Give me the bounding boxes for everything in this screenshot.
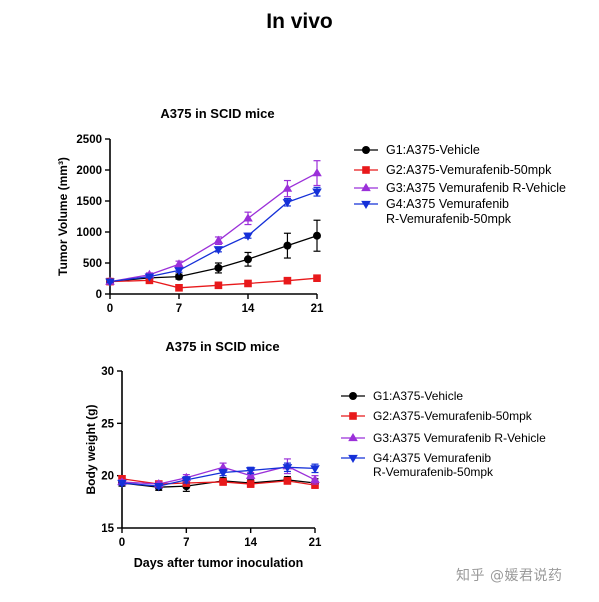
y-tick-label: 2000 <box>76 165 102 177</box>
data-point <box>282 199 293 208</box>
x-tick-label: 21 <box>309 537 322 549</box>
x-tick-label: 21 <box>311 303 324 315</box>
y-tick-label: 1500 <box>76 196 102 208</box>
data-point <box>174 259 184 268</box>
legend: G1:A375-Vehicle G2:A375-Vemurafenib-50mpk… <box>354 143 566 226</box>
data-point <box>175 284 183 292</box>
watermark: 知乎 @媛君说药 <box>456 568 563 584</box>
legend-label: G3:A375 Vemurafenib R-Vehicle <box>386 181 566 195</box>
legend-marker <box>348 454 358 463</box>
chart-2: A375 in SCID mice 15 20 25 30 0 7 14 21 Body weig… <box>84 339 546 570</box>
data-point <box>310 465 320 474</box>
y-tick-label: 20 <box>101 471 114 483</box>
data-point <box>105 278 115 287</box>
data-point <box>282 464 293 473</box>
chart-title: A375 in SCID mice <box>160 106 274 121</box>
data-point <box>311 481 319 489</box>
data-point <box>243 213 253 222</box>
data-point <box>244 255 252 264</box>
data-point <box>213 246 224 255</box>
series-1 <box>106 219 321 286</box>
data-point <box>313 274 321 282</box>
data-point <box>283 477 292 485</box>
legend-label: G4:A375 Vemurafenib R-Vemurafenib-50mpk <box>373 451 494 479</box>
chart-title: A375 in SCID mice <box>165 339 279 354</box>
y-tick-label: 1000 <box>76 227 102 239</box>
y-tick-label: 30 <box>101 366 114 378</box>
data-point <box>181 476 192 485</box>
chart-1: A375 in SCID mice 0 500 1000 1500 2000 2500 0 7 1… <box>56 106 566 315</box>
legend-marker <box>361 183 371 192</box>
data-point <box>175 272 183 281</box>
x-tick-label: 14 <box>242 303 255 315</box>
legend-label: G1:A375-Vehicle <box>373 389 463 403</box>
y-tick-label: 0 <box>96 289 102 301</box>
data-point <box>153 482 164 492</box>
data-point <box>144 273 155 282</box>
legend-label: G3:A375 Vemurafenib R-Vehicle <box>373 431 546 445</box>
legend-label: G2:A375-Vemurafenib-50mpk <box>373 409 533 423</box>
x-tick-label: 0 <box>119 537 125 549</box>
series-4 <box>117 462 320 492</box>
data-point <box>243 232 253 241</box>
x-tick-label: 7 <box>176 303 182 315</box>
legend-marker <box>361 200 371 209</box>
data-point <box>246 480 255 488</box>
y-tick-label: 15 <box>101 523 114 535</box>
data-point <box>313 231 321 240</box>
data-point <box>214 281 223 290</box>
data-point <box>245 467 256 476</box>
data-point <box>312 188 322 197</box>
y-tick-label: 2500 <box>76 134 102 146</box>
legend-marker <box>349 412 357 420</box>
page-title: In vivo <box>266 10 333 33</box>
y-tick-label: 25 <box>101 418 114 430</box>
x-axis-label: Days after tumor inoculation <box>134 556 303 570</box>
series-4 <box>105 186 322 287</box>
series-line <box>109 191 318 283</box>
data-point <box>174 267 184 276</box>
data-point <box>214 263 223 272</box>
legend-marker <box>362 166 370 174</box>
data-point <box>219 478 227 486</box>
y-axis-label: Tumor Volume (mm³) <box>56 157 70 276</box>
series-3 <box>105 160 322 285</box>
legend-marker <box>348 433 358 442</box>
data-point <box>310 474 320 484</box>
data-point <box>218 462 228 471</box>
x-tick-label: 7 <box>183 537 189 549</box>
legend-marker <box>349 392 357 400</box>
x-tick-label: 0 <box>107 303 113 315</box>
legend-marker <box>362 146 370 154</box>
data-point <box>218 469 228 478</box>
data-point <box>282 183 293 192</box>
data-point <box>312 168 322 177</box>
y-axis-label: Body weight (g) <box>84 405 98 495</box>
legend-label: G2:A375-Vemurafenib-50mpk <box>386 163 552 177</box>
legend: G1:A375-Vehicle G2:A375-Vemurafenib-50mpk… <box>341 389 546 479</box>
y-tick-label: 500 <box>83 258 102 270</box>
data-point <box>117 479 127 488</box>
x-tick-label: 14 <box>244 537 257 549</box>
data-point <box>283 241 292 250</box>
data-point <box>244 279 252 288</box>
legend-label: G4:A375 Vemurafenib R-Vemurafenib-50mpk <box>386 197 512 226</box>
data-point <box>283 276 292 285</box>
legend-label: G1:A375-Vehicle <box>386 143 480 157</box>
data-point <box>213 235 224 244</box>
